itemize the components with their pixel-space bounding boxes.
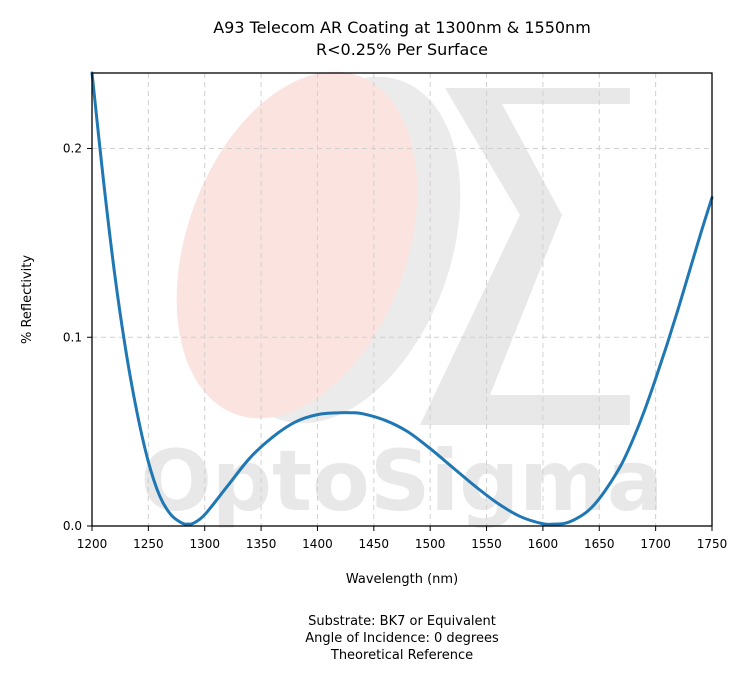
- x-tick-label: 1350: [246, 537, 277, 551]
- x-tick-label: 1400: [302, 537, 333, 551]
- x-tick-label: 1450: [359, 537, 390, 551]
- watermark-brand-text: OptoSigma: [140, 432, 663, 530]
- x-tick-label: 1750: [697, 537, 728, 551]
- x-tick-label: 1500: [415, 537, 446, 551]
- x-tick-label: 1200: [77, 537, 108, 551]
- logo-ellipse: [176, 71, 418, 419]
- chart-subtitle: R<0.25% Per Surface: [316, 40, 488, 59]
- x-tick-label: 1650: [584, 537, 615, 551]
- y-axis-label: % Reflectivity: [20, 255, 35, 344]
- y-tick-label: 0.2: [63, 142, 82, 156]
- x-tick-label: 1600: [528, 537, 559, 551]
- x-tick-label: 1250: [133, 537, 164, 551]
- y-tick-label: 0.0: [63, 519, 82, 533]
- footer-substrate: Substrate: BK7 or Equivalent: [308, 614, 496, 629]
- chart-title: A93 Telecom AR Coating at 1300nm & 1550n…: [213, 18, 591, 37]
- x-tick-label: 1550: [471, 537, 502, 551]
- footer-reference: Theoretical Reference: [330, 648, 474, 663]
- series-layer: [90, 71, 714, 526]
- grid: [91, 73, 713, 527]
- y-tick-label: 0.1: [63, 330, 82, 344]
- x-tick-label: 1700: [640, 537, 671, 551]
- x-axis: 1200 1250 1300 1350 1400 1450 1500 1550 1600 1650…: [77, 526, 728, 551]
- x-axis-label: Wavelength (nm): [346, 572, 458, 587]
- reflectivity-series-line: [90, 71, 714, 526]
- footer-angle: Angle of Incidence: 0 degrees: [305, 631, 499, 646]
- y-axis: 0.0 0.1 0.2: [63, 142, 92, 533]
- optosigma-watermark-logo: OptoSigma: [140, 71, 664, 530]
- x-tick-label: 1300: [189, 537, 220, 551]
- plot-frame: [91, 72, 713, 527]
- logo-sigma-icon: [420, 88, 630, 425]
